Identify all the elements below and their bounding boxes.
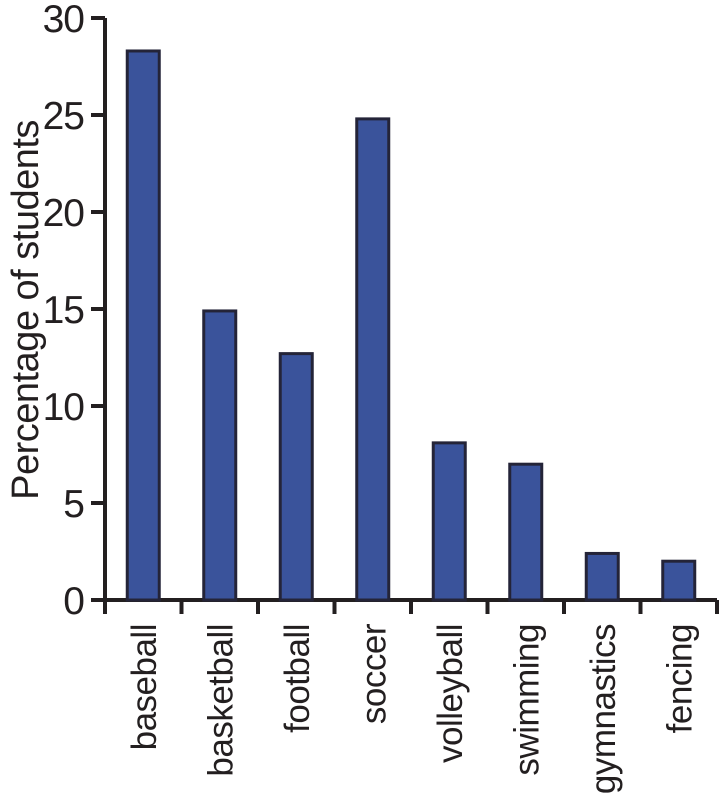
axis-lines [103,18,717,602]
x-category-label: fencing [660,624,699,733]
bar-volleyball [431,441,467,602]
y-tick-label: 15 [43,289,85,332]
x-category-label: basketball [201,624,240,777]
y-tick-label: 30 [43,0,85,41]
y-axis-title: Percentage of students [5,120,47,500]
x-category-label: soccer [354,623,393,724]
y-tick-label: 0 [63,580,84,623]
x-category-label: gymnastics [584,624,623,794]
x-category-labels-layer: baseball basketball football soccer volleyba… [125,623,699,794]
y-ticks-layer [91,16,105,602]
x-category-label: swimming [507,624,546,776]
x-category-label: volleyball [431,624,470,763]
y-tick-labels-layer: 0 5 10 15 20 25 30 [43,0,86,623]
bar-football [278,352,314,602]
y-tick-label: 5 [63,483,84,526]
x-ticks-layer [103,600,719,614]
y-tick-label: 20 [43,192,85,235]
bar-fencing [661,559,697,602]
bar-basketball [202,309,238,602]
bars-layer [125,49,697,602]
axes-layer [103,18,717,602]
x-category-label: baseball [125,624,164,750]
y-tick-label: 25 [43,95,85,138]
bar-soccer [355,117,391,602]
bar-gymnastics [584,551,620,602]
bar-swimming [508,462,544,602]
y-tick-label: 10 [43,386,85,429]
x-category-label: football [278,624,317,733]
bar-baseball [125,49,161,602]
